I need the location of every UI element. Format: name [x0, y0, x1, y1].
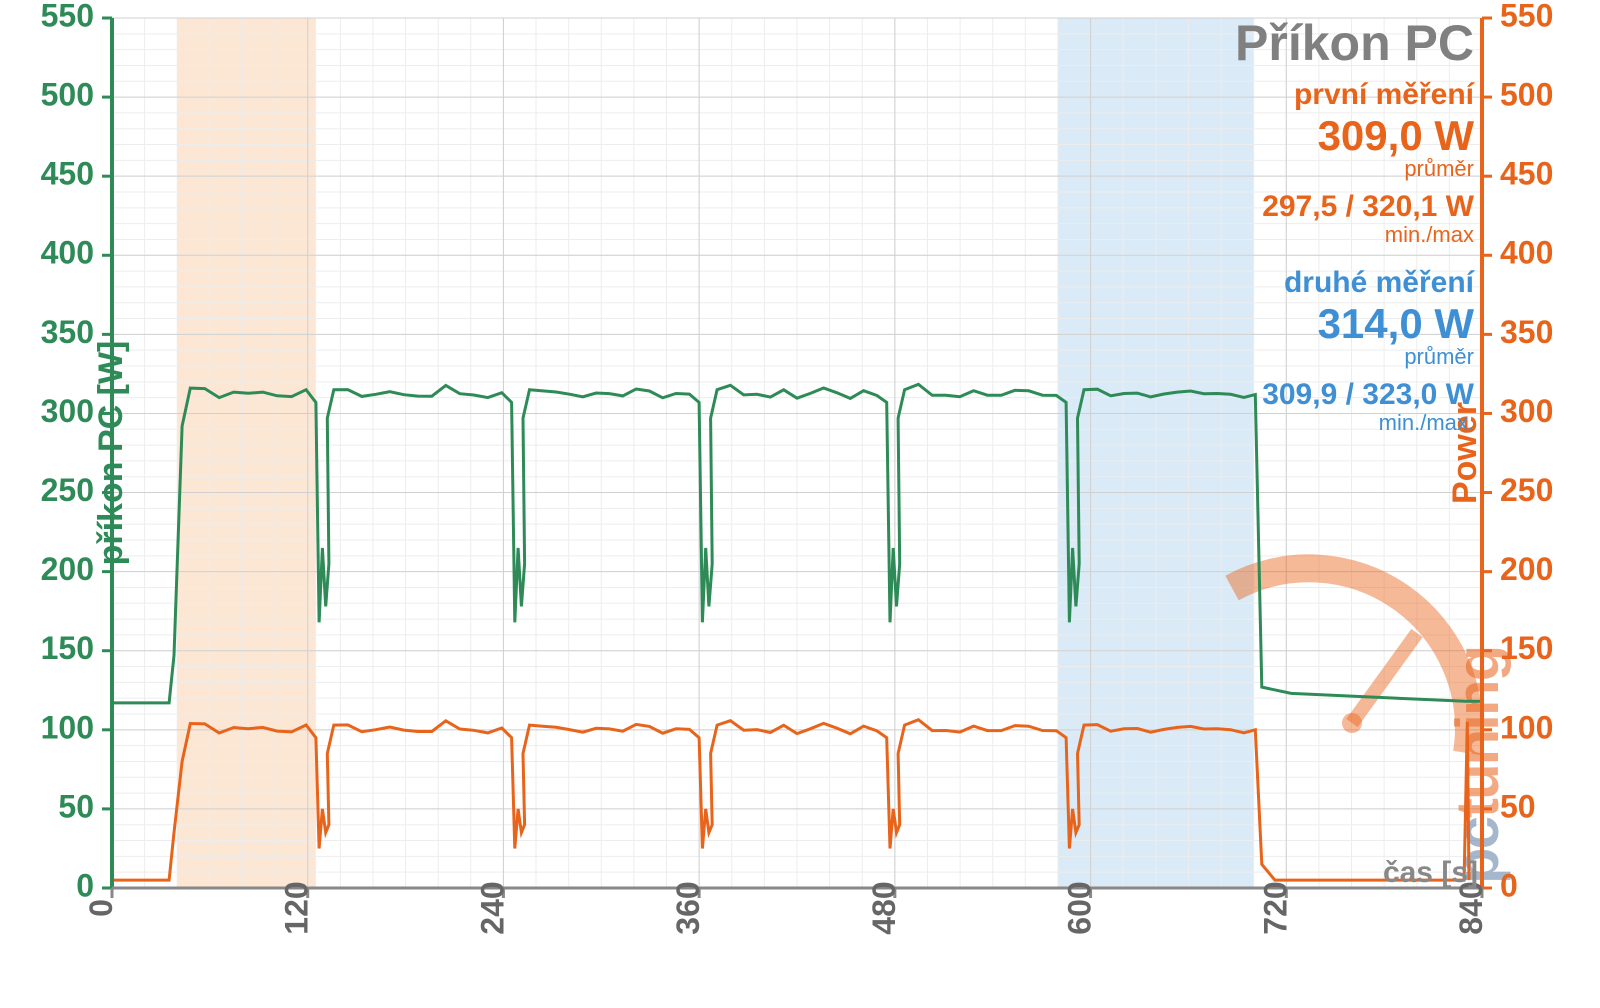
y-right-tick: 150: [1500, 630, 1553, 666]
y-left-tick: 150: [41, 630, 94, 666]
y-left-tick: 200: [41, 551, 94, 587]
x-tick: 0: [83, 899, 119, 917]
anno-first-value-label: průměr: [1404, 156, 1474, 181]
y-right-tick: 250: [1500, 472, 1553, 508]
y-left-axis-title: příkon PC [W]: [92, 341, 130, 566]
y-left-tick: 450: [41, 156, 94, 192]
y-left-tick: 0: [76, 867, 94, 903]
anno-second-value-label: průměr: [1404, 344, 1474, 369]
anno-first-range: 297,5 / 320,1 W: [1262, 190, 1474, 223]
anno-first-range-label: min./max: [1385, 222, 1474, 247]
x-tick: 240: [474, 881, 510, 934]
anno-second-value: 314,0 W: [1318, 300, 1475, 347]
y-right-tick: 0: [1500, 867, 1518, 903]
y-right-tick: 100: [1500, 709, 1553, 745]
x-axis-title: čas [s]: [1383, 856, 1478, 889]
x-tick: 480: [866, 881, 902, 934]
y-left-tick: 50: [58, 788, 94, 824]
anno-second-title: druhé měření: [1284, 266, 1476, 299]
x-tick: 720: [1257, 881, 1293, 934]
power-chart: pctuning05010015020025030035040045050055…: [0, 0, 1600, 1008]
x-tick: 360: [670, 881, 706, 934]
y-left-tick: 400: [41, 235, 94, 271]
anno-first-title: první měření: [1294, 78, 1476, 111]
y-right-tick: 200: [1500, 551, 1553, 587]
y-right-tick: 400: [1500, 235, 1553, 271]
y-right-tick: 550: [1500, 0, 1553, 33]
y-right-tick: 50: [1500, 788, 1536, 824]
anno-first-value: 309,0 W: [1318, 112, 1475, 159]
y-right-tick: 350: [1500, 314, 1553, 350]
y-left-tick: 350: [41, 314, 94, 350]
watermark-text: pctuning: [1444, 647, 1511, 884]
chart-svg: pctuning05010015020025030035040045050055…: [0, 0, 1600, 1008]
y-left-tick: 500: [41, 77, 94, 113]
x-tick: 840: [1453, 881, 1489, 934]
x-tick: 600: [1062, 881, 1098, 934]
y-left-tick: 100: [41, 709, 94, 745]
chart-title: Příkon PC: [1235, 15, 1474, 71]
y-right-tick: 500: [1500, 77, 1553, 113]
anno-second-range-label: min./max.: [1379, 410, 1474, 435]
y-right-tick: 300: [1500, 393, 1553, 429]
first-measurement-band: [177, 18, 316, 888]
y-left-tick: 250: [41, 472, 94, 508]
y-left-tick: 300: [41, 393, 94, 429]
anno-second-range: 309,9 / 323,0 W: [1262, 378, 1474, 411]
x-tick: 120: [279, 881, 315, 934]
y-left-tick: 550: [41, 0, 94, 33]
y-right-tick: 450: [1500, 156, 1553, 192]
